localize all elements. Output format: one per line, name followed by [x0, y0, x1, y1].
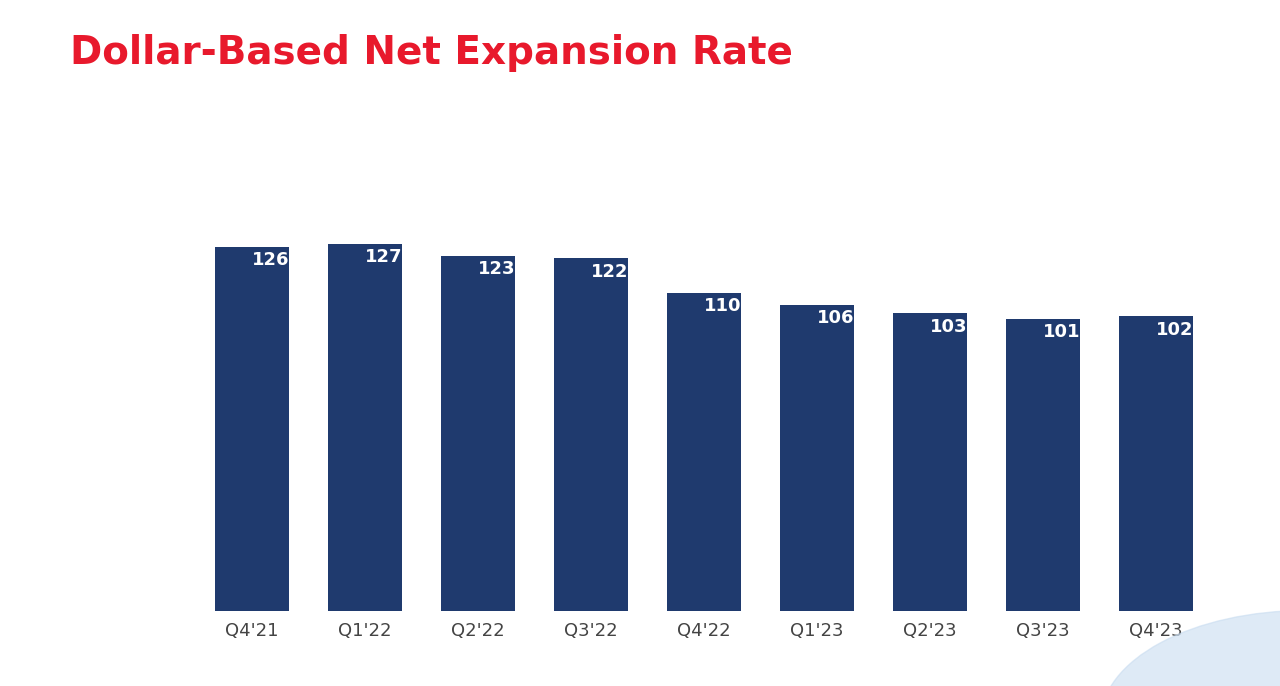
Bar [328, 244, 402, 611]
Text: 127%: 127% [365, 248, 421, 266]
Bar [893, 314, 966, 611]
Bar [781, 305, 854, 611]
Text: 102%: 102% [1156, 320, 1212, 338]
Bar [1119, 316, 1193, 611]
Bar [667, 293, 741, 611]
Bar [215, 247, 289, 611]
Bar [1006, 319, 1080, 611]
Text: 110%: 110% [704, 298, 759, 316]
Text: Dollar-Based Net Expansion Rate: Dollar-Based Net Expansion Rate [70, 34, 794, 72]
Text: 123%: 123% [477, 260, 534, 278]
Text: 103%: 103% [931, 318, 986, 335]
Bar [554, 259, 627, 611]
Text: 126%: 126% [252, 251, 307, 269]
Bar [442, 256, 515, 611]
Text: 101%: 101% [1043, 323, 1098, 342]
Text: 106%: 106% [817, 309, 873, 327]
Text: 122%: 122% [591, 263, 646, 281]
